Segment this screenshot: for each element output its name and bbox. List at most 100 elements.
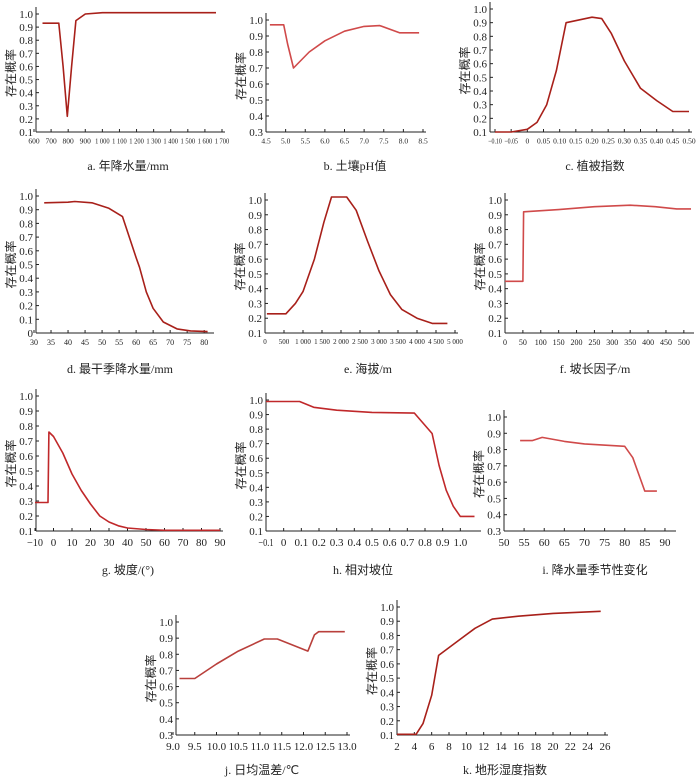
x-tick-label: 80 (200, 338, 208, 347)
x-tick-label: 14 (496, 741, 508, 753)
panel-caption: k. 地形湿度指数 (463, 762, 547, 777)
x-tick-label: 100 (535, 338, 547, 347)
x-tick-label: 90 (659, 537, 671, 549)
y-tick-label: 0.4 (19, 481, 33, 493)
x-tick-label: 9.5 (188, 741, 202, 753)
x-tick-label: 3 500 (390, 338, 406, 346)
x-tick-label: 75 (599, 537, 611, 549)
x-tick-label: 50 (141, 537, 153, 549)
y-tick-label: 0.1 (19, 526, 33, 538)
x-tick-label: −0.1 (258, 537, 273, 549)
x-tick-label: 0.6 (383, 537, 397, 549)
x-tick-label: 0 (503, 338, 507, 347)
y-tick-label: 0.3 (487, 526, 501, 538)
y-tick-label: 0.7 (249, 63, 263, 75)
x-tick-label: 9.0 (166, 741, 180, 753)
y-tick-label: 0.9 (249, 31, 263, 43)
x-tick-label: 0.40 (650, 137, 663, 146)
y-axis-label: 存在概率 (472, 242, 487, 290)
panel-caption: a. 年降水量/mm (87, 159, 169, 173)
y-tick-label: 1.0 (19, 391, 33, 403)
y-tick-label: 0.4 (473, 86, 487, 98)
x-tick-label: 24 (582, 741, 594, 753)
x-tick-label: 0.4 (347, 537, 361, 549)
x-tick-label: 22 (565, 741, 576, 753)
x-tick-label: 20 (85, 537, 97, 549)
chart-panel-c: 0.1 0.20.3 0.4 0.50.6 0.7 0.80.9 1.0 −0.10 −0.05… (457, 2, 696, 173)
x-tick-label: 65 (559, 537, 571, 549)
y-tick-label: 0.5 (248, 269, 262, 281)
chart-panel-d: 0 0.10.2 0.3 0.40.5 0.6 0.7 0.80.9 1.0 30 35 40 45 5… (3, 189, 214, 376)
x-tick-label: 0.10 (553, 137, 566, 146)
x-tick-label: 0.5 (365, 537, 379, 549)
y-tick-label: 0.3 (249, 497, 263, 509)
x-tick-label: 55 (115, 338, 123, 347)
y-tick-label: 1.0 (487, 412, 501, 424)
y-tick-label: 0.5 (19, 466, 33, 478)
y-tick-label: 0.8 (19, 421, 33, 433)
x-tick-label: 800 (63, 137, 75, 146)
x-tick-label: 400 (642, 338, 654, 347)
x-tick-label: 18 (530, 741, 542, 753)
x-tick-label: 12 (478, 741, 489, 753)
y-tick-label: 0.7 (19, 48, 33, 60)
y-tick-label: 0 (28, 328, 34, 340)
x-tick-label: 40 (64, 338, 72, 347)
x-tick-label: 55 (519, 537, 531, 549)
y-tick-label: 0.3 (159, 730, 173, 742)
series-line-e (266, 196, 448, 325)
y-tick-label: 0.5 (249, 468, 263, 480)
x-tick-label: −0.10 (488, 137, 502, 146)
x-tick-label: 6.0 (320, 137, 330, 146)
panel-caption: e. 海拔/m (344, 361, 393, 376)
y-tick-label: 0.3 (19, 496, 33, 508)
x-tick-label: 250 (588, 338, 600, 347)
x-tick-label: 75 (183, 338, 191, 347)
x-tick-label: 70 (579, 537, 591, 549)
x-tick-label: 13.0 (337, 741, 357, 753)
y-tick-label: 0.6 (19, 451, 33, 463)
y-tick-label: 0.3 (380, 702, 394, 714)
y-tick-label: 1.0 (488, 195, 502, 207)
y-tick-label: 0.3 (488, 298, 502, 310)
x-tick-label: 1 700 (215, 137, 230, 146)
x-tick-label: 8 (446, 741, 452, 753)
x-tick-label: 1 000 (95, 137, 110, 146)
y-axis-label: 存在概率 (457, 46, 472, 94)
series-line-c (495, 16, 689, 133)
y-tick-label: 1.0 (248, 195, 262, 207)
series-line-g (35, 431, 220, 532)
x-tick-label: 0.8 (418, 537, 432, 549)
x-tick-label: 0.2 (312, 537, 326, 549)
x-tick-label: 200 (571, 338, 583, 347)
x-tick-label: 1 500 (181, 137, 196, 146)
y-tick-label: 0.3 (19, 101, 33, 113)
y-tick-label: 0.6 (249, 453, 263, 465)
y-tick-label: 0.4 (249, 111, 263, 123)
y-tick-label: 0.9 (473, 18, 487, 30)
x-tick-label: 60 (132, 338, 140, 347)
x-tick-label: 1 500 (314, 338, 330, 346)
y-tick-label: 0.8 (487, 445, 501, 457)
y-axis-label: 存在概率 (143, 654, 158, 702)
x-tick-label: 0 (281, 537, 287, 549)
x-tick-label: 10.5 (229, 741, 249, 753)
x-tick-label: 12.0 (294, 741, 314, 753)
y-tick-label: 0.1 (488, 328, 502, 340)
x-tick-label: 10.0 (207, 741, 227, 753)
panel-caption: j. 日均温差/℃ (224, 763, 299, 777)
x-tick-label: 1 100 (112, 137, 127, 146)
y-tick-label: 0.2 (19, 114, 33, 126)
x-tick-label: 4 500 (428, 338, 444, 346)
y-tick-label: 0.9 (159, 633, 173, 645)
x-tick-label: 8.5 (418, 137, 428, 146)
x-tick-label: 30 (104, 537, 116, 549)
x-tick-label: 0.30 (618, 137, 631, 146)
y-tick-label: 0.1 (473, 127, 487, 139)
x-tick-label: 5.5 (301, 137, 311, 146)
y-tick-label: 0.7 (249, 439, 263, 451)
y-tick-label: 0.8 (249, 47, 263, 59)
x-tick-label: 7.5 (379, 137, 389, 146)
x-tick-label: 7.0 (359, 137, 369, 146)
